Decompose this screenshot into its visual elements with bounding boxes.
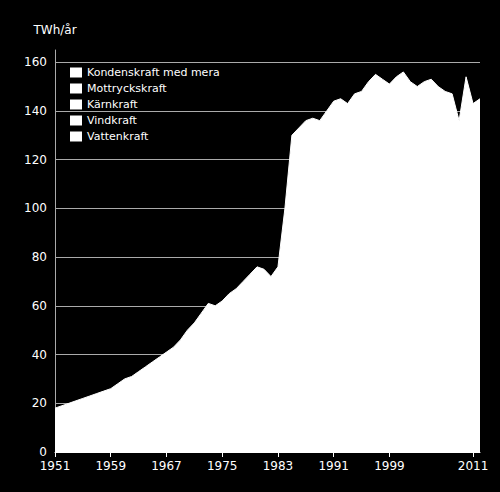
svg-text:20: 20 bbox=[32, 396, 47, 410]
svg-text:2011: 2011 bbox=[458, 459, 489, 473]
svg-text:1967: 1967 bbox=[151, 459, 182, 473]
svg-text:160: 160 bbox=[24, 55, 47, 69]
svg-text:1983: 1983 bbox=[263, 459, 294, 473]
svg-text:80: 80 bbox=[32, 250, 47, 264]
svg-text:120: 120 bbox=[24, 153, 47, 167]
svg-text:1991: 1991 bbox=[318, 459, 349, 473]
svg-text:Kondenskraft med mera: Kondenskraft med mera bbox=[87, 66, 220, 79]
svg-text:60: 60 bbox=[32, 299, 47, 313]
svg-text:1951: 1951 bbox=[40, 459, 71, 473]
svg-text:0: 0 bbox=[39, 445, 47, 459]
svg-text:100: 100 bbox=[24, 201, 47, 215]
svg-text:140: 140 bbox=[24, 104, 47, 118]
svg-text:1999: 1999 bbox=[374, 459, 405, 473]
svg-text:Vindkraft: Vindkraft bbox=[87, 114, 138, 127]
svg-text:Vattenkraft: Vattenkraft bbox=[87, 130, 149, 143]
svg-text:Kärnkraft: Kärnkraft bbox=[87, 98, 138, 111]
svg-text:40: 40 bbox=[32, 348, 47, 362]
svg-text:TWh/år: TWh/år bbox=[32, 23, 76, 37]
svg-text:1975: 1975 bbox=[207, 459, 238, 473]
svg-text:1959: 1959 bbox=[95, 459, 126, 473]
svg-text:Mottryckskraft: Mottryckskraft bbox=[87, 82, 167, 95]
